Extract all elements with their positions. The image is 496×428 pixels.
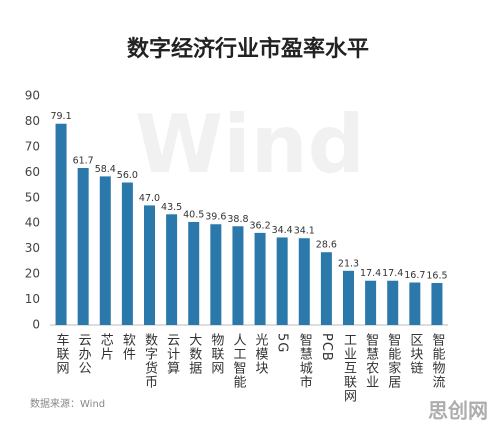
x-tick-label: 数字货币 <box>142 333 158 389</box>
y-tick-label: 60 <box>25 165 40 179</box>
value-label: 40.5 <box>183 209 204 220</box>
x-tick-label: 软件 <box>120 333 136 361</box>
value-label: 79.1 <box>50 111 71 122</box>
bar <box>320 252 332 325</box>
corner-mark: 思创网 <box>428 399 488 423</box>
value-label: 34.1 <box>294 226 315 237</box>
bar <box>121 182 133 325</box>
x-tick-label: 云计算 <box>164 333 180 375</box>
bar <box>99 176 111 325</box>
value-label: 34.4 <box>272 225 293 236</box>
bar <box>144 205 155 325</box>
x-tick-label: 大数据 <box>186 333 202 375</box>
value-label: 39.6 <box>205 212 226 223</box>
y-tick-label: 80 <box>25 114 40 128</box>
x-tick-label: 芯片 <box>98 333 114 361</box>
y-tick-label: 90 <box>25 89 40 103</box>
x-tick-label: 智能家居 <box>385 333 401 389</box>
value-label: 28.6 <box>316 240 337 251</box>
value-label: 43.5 <box>161 202 182 213</box>
value-label: 16.7 <box>404 270 425 281</box>
x-tick-label: 5G <box>275 333 290 353</box>
value-label: 21.3 <box>338 258 359 269</box>
bar <box>365 280 377 325</box>
x-tick-label: 智慧城市 <box>297 333 313 389</box>
x-tick-label: 光模块 <box>253 333 269 375</box>
bar <box>431 283 443 325</box>
x-tick-label: 工业互联网 <box>341 333 357 403</box>
value-label: 61.7 <box>73 156 94 167</box>
value-label: 36.2 <box>249 220 270 231</box>
value-label: 17.4 <box>382 268 403 279</box>
y-tick-label: 10 <box>25 292 40 306</box>
bar <box>55 123 67 326</box>
bar <box>343 270 354 325</box>
y-tick-label: 0 <box>32 318 40 332</box>
bar <box>232 226 244 325</box>
y-tick-label: 40 <box>25 216 40 230</box>
source-note: 数据来源：Wind <box>30 397 105 410</box>
value-label: 58.4 <box>95 164 116 175</box>
y-tick-label: 30 <box>25 241 40 255</box>
bar <box>77 168 89 325</box>
value-label: 47.0 <box>139 193 160 204</box>
bar <box>254 232 266 325</box>
value-label: 56.0 <box>117 170 138 181</box>
value-label: 16.5 <box>426 271 447 282</box>
x-tick-label: 云办公 <box>76 333 92 375</box>
y-tick-label: 50 <box>25 190 40 204</box>
bar <box>276 237 288 325</box>
bar <box>387 280 399 325</box>
watermark: Wind <box>135 98 365 191</box>
y-tick-label: 70 <box>25 139 40 153</box>
y-tick-label: 20 <box>25 267 40 281</box>
bar <box>210 224 222 325</box>
bar <box>409 282 421 325</box>
chart-title: 数字经济行业市盈率水平 <box>127 36 369 62</box>
x-tick-label: 物联网 <box>208 333 224 375</box>
value-label: 38.8 <box>227 214 248 225</box>
x-tick-label: 智慧农业 <box>363 333 379 389</box>
value-label: 17.4 <box>360 268 381 279</box>
x-tick-label: 人工智能 <box>230 333 246 389</box>
bar <box>166 214 178 325</box>
x-tick-label: 车联网 <box>54 332 70 375</box>
bar <box>188 221 200 325</box>
x-tick-label: PCB <box>319 333 334 362</box>
x-tick-label: 区块链 <box>407 333 423 375</box>
bar <box>298 238 310 325</box>
x-tick-label: 智能物流 <box>429 333 445 389</box>
